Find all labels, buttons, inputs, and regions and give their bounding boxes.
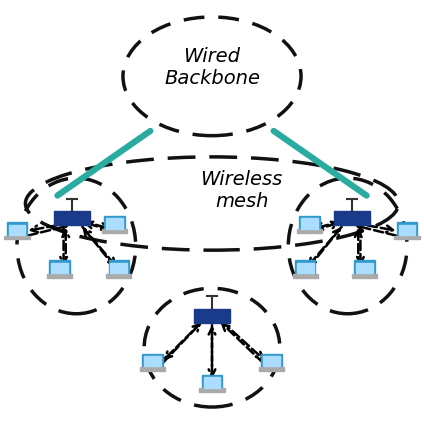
Bar <box>356 263 373 273</box>
Bar <box>144 356 161 366</box>
Bar <box>263 356 280 366</box>
Bar <box>110 263 127 273</box>
Bar <box>259 367 284 371</box>
Bar <box>51 263 68 273</box>
Bar <box>399 225 415 235</box>
Bar <box>301 218 318 229</box>
Bar <box>297 229 322 233</box>
Bar <box>334 211 370 226</box>
Text: Wireless
mesh: Wireless mesh <box>201 170 283 211</box>
Bar <box>394 236 420 239</box>
Text: Wired
Backbone: Wired Backbone <box>164 47 260 88</box>
Bar <box>194 309 230 323</box>
Bar <box>102 229 127 233</box>
Bar <box>8 225 25 235</box>
Bar <box>204 377 220 388</box>
Bar <box>106 274 131 278</box>
Bar <box>352 274 377 278</box>
Bar <box>299 216 320 230</box>
Bar <box>49 260 70 274</box>
Bar <box>4 236 30 239</box>
Bar <box>261 354 282 368</box>
Bar <box>142 354 163 368</box>
Bar <box>293 274 318 278</box>
Bar <box>397 222 417 236</box>
Bar <box>104 216 125 230</box>
Bar <box>109 260 129 274</box>
Bar <box>7 222 27 236</box>
Bar <box>297 263 313 273</box>
Bar <box>199 388 225 392</box>
Bar <box>140 367 165 371</box>
Bar <box>106 218 123 229</box>
Bar <box>202 375 222 389</box>
Bar <box>47 274 72 278</box>
Bar <box>354 260 375 274</box>
Bar <box>54 211 90 226</box>
Bar <box>295 260 315 274</box>
